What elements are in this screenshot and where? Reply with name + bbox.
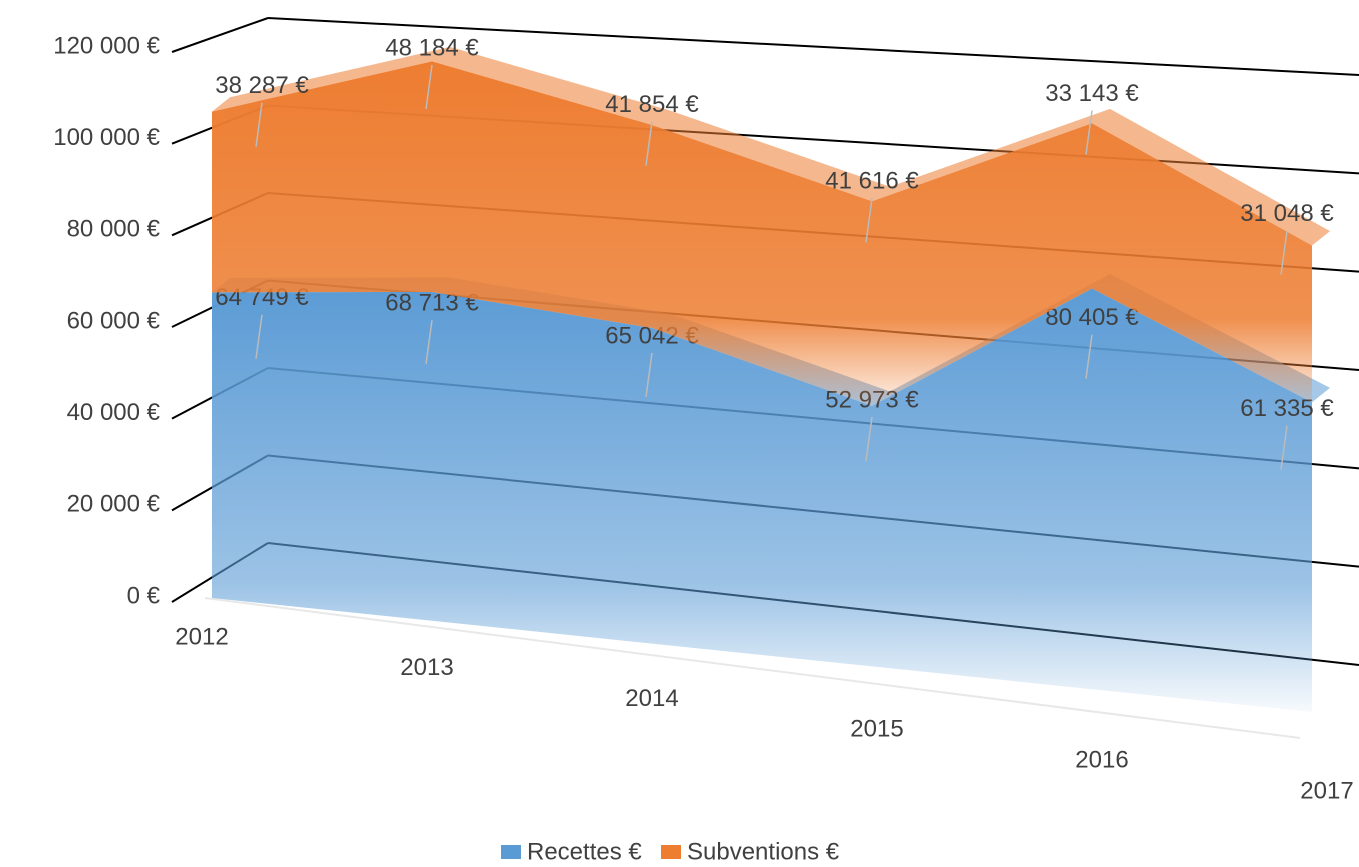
leader-line xyxy=(1085,110,1093,155)
data-label: 41 616 € xyxy=(825,168,919,195)
leader-line xyxy=(865,416,873,462)
x-tick-label: 2012 xyxy=(175,623,228,650)
leader-line xyxy=(1085,334,1093,379)
floor-edge xyxy=(204,597,1301,739)
leader-line xyxy=(425,320,433,365)
y-tick-label: 60 000 € xyxy=(67,307,161,334)
data-label: 38 287 € xyxy=(215,72,309,99)
leader-line xyxy=(425,64,433,110)
y-tick-label: 100 000 € xyxy=(53,124,160,151)
x-tick-label: 2015 xyxy=(850,716,903,743)
legend-swatch xyxy=(661,845,681,859)
x-tick-label: 2017 xyxy=(1300,777,1353,804)
x-tick-label: 2013 xyxy=(400,654,453,681)
data-label: 33 143 € xyxy=(1045,80,1139,107)
leader-line xyxy=(645,121,653,166)
y-tick-label: 120 000 € xyxy=(53,32,160,59)
leader-line xyxy=(255,102,263,147)
legend: Recettes € Subventions € xyxy=(501,838,840,865)
leader-line xyxy=(645,352,653,398)
legend-label: Subventions € xyxy=(687,838,840,865)
y-tick-label: 20 000 € xyxy=(67,491,161,518)
data-label: 61 335 € xyxy=(1240,395,1334,422)
x-tick-label: 2016 xyxy=(1075,747,1128,774)
area xyxy=(212,61,1312,406)
area xyxy=(212,288,1312,712)
y-tick-label: 80 000 € xyxy=(67,216,161,243)
legend-swatch xyxy=(501,845,521,859)
y-tick-label: 40 000 € xyxy=(67,399,161,426)
leader-line xyxy=(865,198,873,243)
tick-line xyxy=(171,17,269,53)
leader-line xyxy=(255,314,263,359)
leader-line xyxy=(1280,230,1288,275)
x-tick-label: 2014 xyxy=(625,685,678,712)
grid-line xyxy=(267,17,1359,76)
y-tick-label: 0 € xyxy=(127,582,161,609)
data-label: 41 854 € xyxy=(605,91,699,118)
legend-label: Recettes € xyxy=(527,838,642,865)
area-top-face xyxy=(212,46,1330,246)
leader-line xyxy=(1280,425,1288,470)
data-label: 31 048 € xyxy=(1240,200,1334,227)
data-label: 80 405 € xyxy=(1045,304,1139,331)
data-label: 48 184 € xyxy=(385,34,479,61)
